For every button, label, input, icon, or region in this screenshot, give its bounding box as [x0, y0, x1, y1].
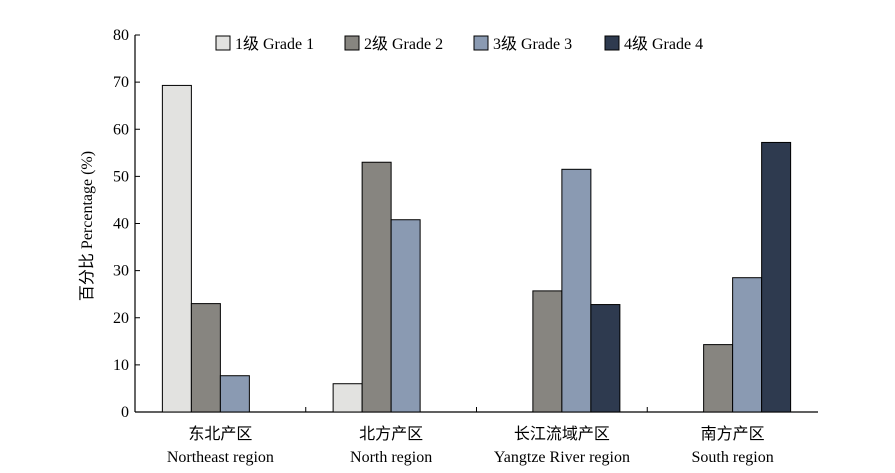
- bar-2-3: [390, 219, 421, 413]
- bar-3-2: [532, 290, 563, 413]
- y-tick-label: 30: [113, 263, 129, 280]
- legend-swatch: [215, 35, 231, 51]
- bar-1-1: [161, 84, 192, 413]
- x-tick-label-en: Yangtze River region: [494, 449, 630, 466]
- x-tick-label-zh: 北方产区: [359, 425, 423, 443]
- bar-2-1: [332, 383, 363, 413]
- legend-label: 4级 Grade 4: [624, 35, 703, 53]
- y-axis-ticks: 0 10 20 30 40 50 60 70 80: [113, 27, 140, 421]
- y-tick-label: 60: [113, 121, 129, 138]
- bar-4-3: [732, 277, 763, 413]
- y-tick-label: 80: [113, 27, 129, 44]
- y-tick-label: 10: [113, 357, 129, 374]
- bar-1-2: [190, 303, 221, 413]
- x-axis-labels: 东北产区 Northeast region 北方产区 North region 长江流域…: [167, 407, 774, 466]
- bar-1-3: [219, 375, 250, 413]
- y-tick-label: 70: [113, 74, 129, 91]
- y-tick-label: 0: [121, 404, 129, 421]
- legend: 1级 Grade 1 2级 Grade 2 3级 Grade 3 4级 Grade 4: [215, 35, 703, 53]
- bar-4-2: [703, 344, 734, 413]
- chart-bars: [161, 84, 792, 413]
- y-axis-label: 百分比 Percentage (%): [78, 151, 96, 301]
- legend-label: 3级 Grade 3: [493, 35, 572, 53]
- x-tick-label-zh: 南方产区: [701, 425, 765, 443]
- legend-label: 1级 Grade 1: [235, 35, 314, 53]
- y-tick-label: 50: [113, 168, 129, 185]
- x-tick-label-zh: 长江流域产区: [514, 425, 610, 443]
- bar-3-4: [590, 304, 621, 413]
- x-tick-label-en: North region: [350, 449, 432, 466]
- y-tick-label: 20: [113, 310, 129, 327]
- bar-2-2: [361, 161, 392, 413]
- x-tick-label-en: South region: [692, 449, 774, 466]
- y-tick-label: 40: [113, 216, 129, 233]
- legend-swatch: [604, 35, 620, 51]
- bar-4-4: [761, 141, 792, 413]
- legend-label: 2级 Grade 2: [364, 35, 443, 53]
- bar-3-3: [561, 168, 592, 413]
- x-tick-label-zh: 东北产区: [188, 425, 252, 443]
- legend-swatch: [344, 35, 360, 51]
- x-tick-label-en: Northeast region: [167, 449, 274, 466]
- legend-swatch: [473, 35, 489, 51]
